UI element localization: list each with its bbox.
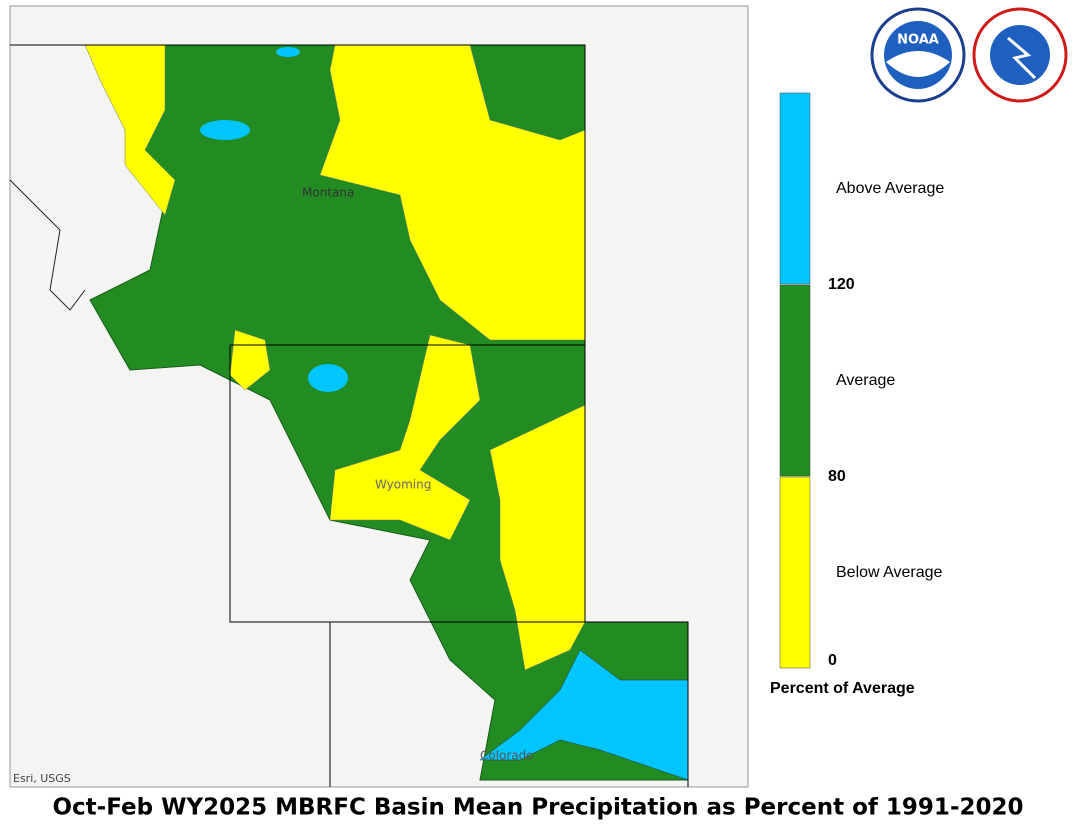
below-average-region xyxy=(84,44,176,216)
legend-tick-label: 80 xyxy=(828,468,846,485)
legend-tick-label: 120 xyxy=(828,276,855,293)
noaa-gull xyxy=(886,51,950,77)
lake xyxy=(200,120,250,140)
legend-swatch xyxy=(779,284,811,477)
legend-swatch xyxy=(779,92,811,285)
legend-class-label: Below Average xyxy=(836,564,943,581)
legend-swatch xyxy=(779,476,811,669)
below-average-region xyxy=(329,334,481,541)
legend-class-label: Above Average xyxy=(836,180,944,197)
legend-class-label: Average xyxy=(836,372,895,389)
state-label: Wyoming xyxy=(375,478,431,492)
legend: Above Average Average Below Average 120 80 0 P… xyxy=(770,92,944,697)
lake xyxy=(308,364,348,392)
nws-logo-inner xyxy=(990,25,1050,85)
noaa-text: NOAA xyxy=(897,33,939,48)
state-borders xyxy=(10,44,689,787)
state-label: Montana xyxy=(302,186,354,200)
map-title: Oct-Feb WY2025 MBRFC Basin Mean Precipit… xyxy=(53,795,1024,821)
below-average-region xyxy=(319,44,586,341)
legend-tick-label: 0 xyxy=(828,652,837,669)
lake xyxy=(276,47,300,57)
nws-bolt xyxy=(1007,36,1037,80)
border xyxy=(9,179,86,311)
legend-title: Percent of Average xyxy=(770,680,915,697)
attribution: Esri, USGS xyxy=(13,772,71,785)
state-label: Colorado xyxy=(480,749,534,763)
above-average-region xyxy=(479,649,689,781)
